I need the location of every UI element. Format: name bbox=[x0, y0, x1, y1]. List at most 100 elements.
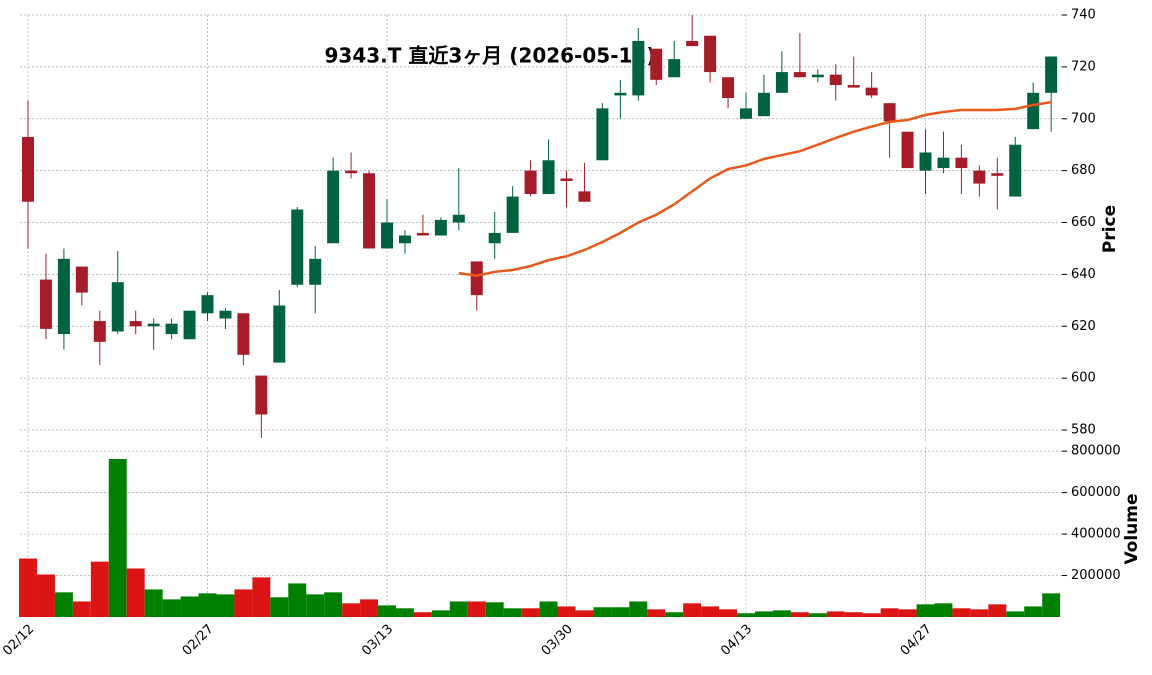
moving-average-line bbox=[458, 100, 1052, 277]
volume-bar bbox=[557, 606, 576, 617]
candle-body bbox=[129, 321, 142, 327]
volume-bar bbox=[503, 608, 522, 617]
volume-bar bbox=[737, 613, 755, 617]
volume-bar bbox=[395, 608, 414, 617]
volume-bar bbox=[108, 459, 127, 617]
candle-body bbox=[793, 72, 806, 78]
candle-body bbox=[39, 279, 52, 329]
x-tick-label: 04/27 bbox=[898, 622, 935, 659]
y-tick-label: 800000 bbox=[1071, 444, 1121, 459]
volume-bar bbox=[683, 603, 702, 617]
y-tick-label: 600 bbox=[1071, 371, 1096, 386]
candle-body bbox=[345, 170, 358, 174]
x-tick-label: 03/13 bbox=[359, 622, 396, 659]
volume-bar bbox=[1042, 593, 1061, 617]
volume-bar bbox=[126, 568, 145, 617]
x-tick-label: 02/12 bbox=[0, 622, 37, 659]
candle-body bbox=[506, 196, 519, 233]
volume-bar bbox=[198, 593, 217, 617]
y-tick-label: 640 bbox=[1071, 267, 1096, 282]
candle-body bbox=[309, 258, 322, 285]
volume-bar bbox=[916, 604, 935, 617]
candle-body bbox=[416, 232, 429, 236]
volume-bar bbox=[665, 612, 684, 617]
volume-bar bbox=[90, 561, 109, 617]
candle-body bbox=[650, 48, 663, 80]
volume-bar bbox=[826, 611, 845, 617]
candle-body bbox=[542, 160, 555, 194]
x-tick-label: 04/13 bbox=[718, 622, 755, 659]
candle-body bbox=[147, 323, 160, 327]
candle-body bbox=[255, 375, 268, 415]
y-tick-label: 720 bbox=[1071, 59, 1096, 74]
y-tick-label: 400000 bbox=[1071, 527, 1121, 542]
candle-body bbox=[183, 310, 196, 340]
y-tick-label: 620 bbox=[1071, 319, 1096, 334]
volume-bar bbox=[898, 609, 917, 617]
y-tick-label: 580 bbox=[1071, 423, 1096, 438]
candle-body bbox=[470, 261, 483, 296]
candle-body bbox=[1009, 144, 1022, 197]
volume-bar bbox=[234, 589, 253, 617]
candle-body bbox=[847, 85, 860, 88]
candle-body bbox=[973, 170, 986, 184]
candle-body bbox=[381, 222, 393, 249]
candle-body bbox=[291, 209, 304, 285]
candle-body bbox=[524, 170, 537, 194]
volume-bar bbox=[467, 601, 486, 617]
volume-bar bbox=[719, 609, 738, 617]
volume-bar bbox=[862, 613, 881, 617]
candle-body bbox=[219, 310, 232, 319]
volume-bar bbox=[1024, 606, 1043, 617]
volume-bar bbox=[342, 603, 361, 617]
candle-body bbox=[560, 178, 573, 182]
volume-bar bbox=[701, 606, 720, 617]
candle-body bbox=[22, 136, 34, 202]
candle-body bbox=[578, 191, 591, 202]
volume-bar bbox=[575, 610, 594, 617]
candle-body bbox=[596, 108, 609, 161]
candle-body bbox=[363, 173, 376, 249]
candle-body bbox=[883, 103, 896, 122]
volume-bar bbox=[360, 599, 379, 617]
volume-bar bbox=[144, 589, 163, 617]
candle-body bbox=[488, 232, 501, 244]
y-tick-label: 600000 bbox=[1071, 485, 1121, 500]
candle-body bbox=[704, 35, 717, 73]
candle-body bbox=[75, 266, 88, 293]
volume-bar bbox=[952, 608, 971, 617]
candle-body bbox=[865, 87, 878, 96]
candle-body bbox=[1027, 92, 1040, 130]
volume-bar bbox=[19, 558, 37, 617]
y-tick-label: 660 bbox=[1071, 215, 1096, 230]
volume-bar bbox=[431, 610, 450, 617]
y-tick-label: 200000 bbox=[1071, 568, 1121, 583]
candle-body bbox=[111, 282, 124, 332]
volume-bar bbox=[36, 574, 55, 617]
volume-bar bbox=[808, 613, 827, 617]
volume-bar bbox=[270, 597, 289, 617]
candle-body bbox=[614, 92, 627, 96]
volume-bar bbox=[970, 609, 989, 617]
volume-bar bbox=[72, 601, 91, 617]
volume-bar bbox=[880, 608, 899, 617]
candle-body bbox=[901, 131, 914, 169]
candle-body bbox=[632, 40, 645, 96]
volume-bar bbox=[378, 605, 396, 617]
candle-body bbox=[273, 305, 286, 363]
y-tick-label: 680 bbox=[1071, 163, 1096, 178]
y-tick-label: 740 bbox=[1071, 8, 1096, 23]
candle-body bbox=[434, 219, 447, 236]
candle-body bbox=[57, 258, 70, 335]
volume-bar bbox=[162, 599, 181, 617]
candle-body bbox=[237, 313, 250, 355]
volume-bar bbox=[844, 612, 863, 617]
candle-body bbox=[165, 323, 178, 335]
chart-title: 9343.T 直近3ヶ月 (2026-05-12) bbox=[325, 44, 656, 68]
volume-bar bbox=[521, 608, 540, 617]
volume-bar bbox=[934, 603, 953, 617]
volume-bar bbox=[1006, 611, 1025, 617]
volume-bar bbox=[252, 577, 271, 617]
volume-bar bbox=[754, 611, 773, 617]
